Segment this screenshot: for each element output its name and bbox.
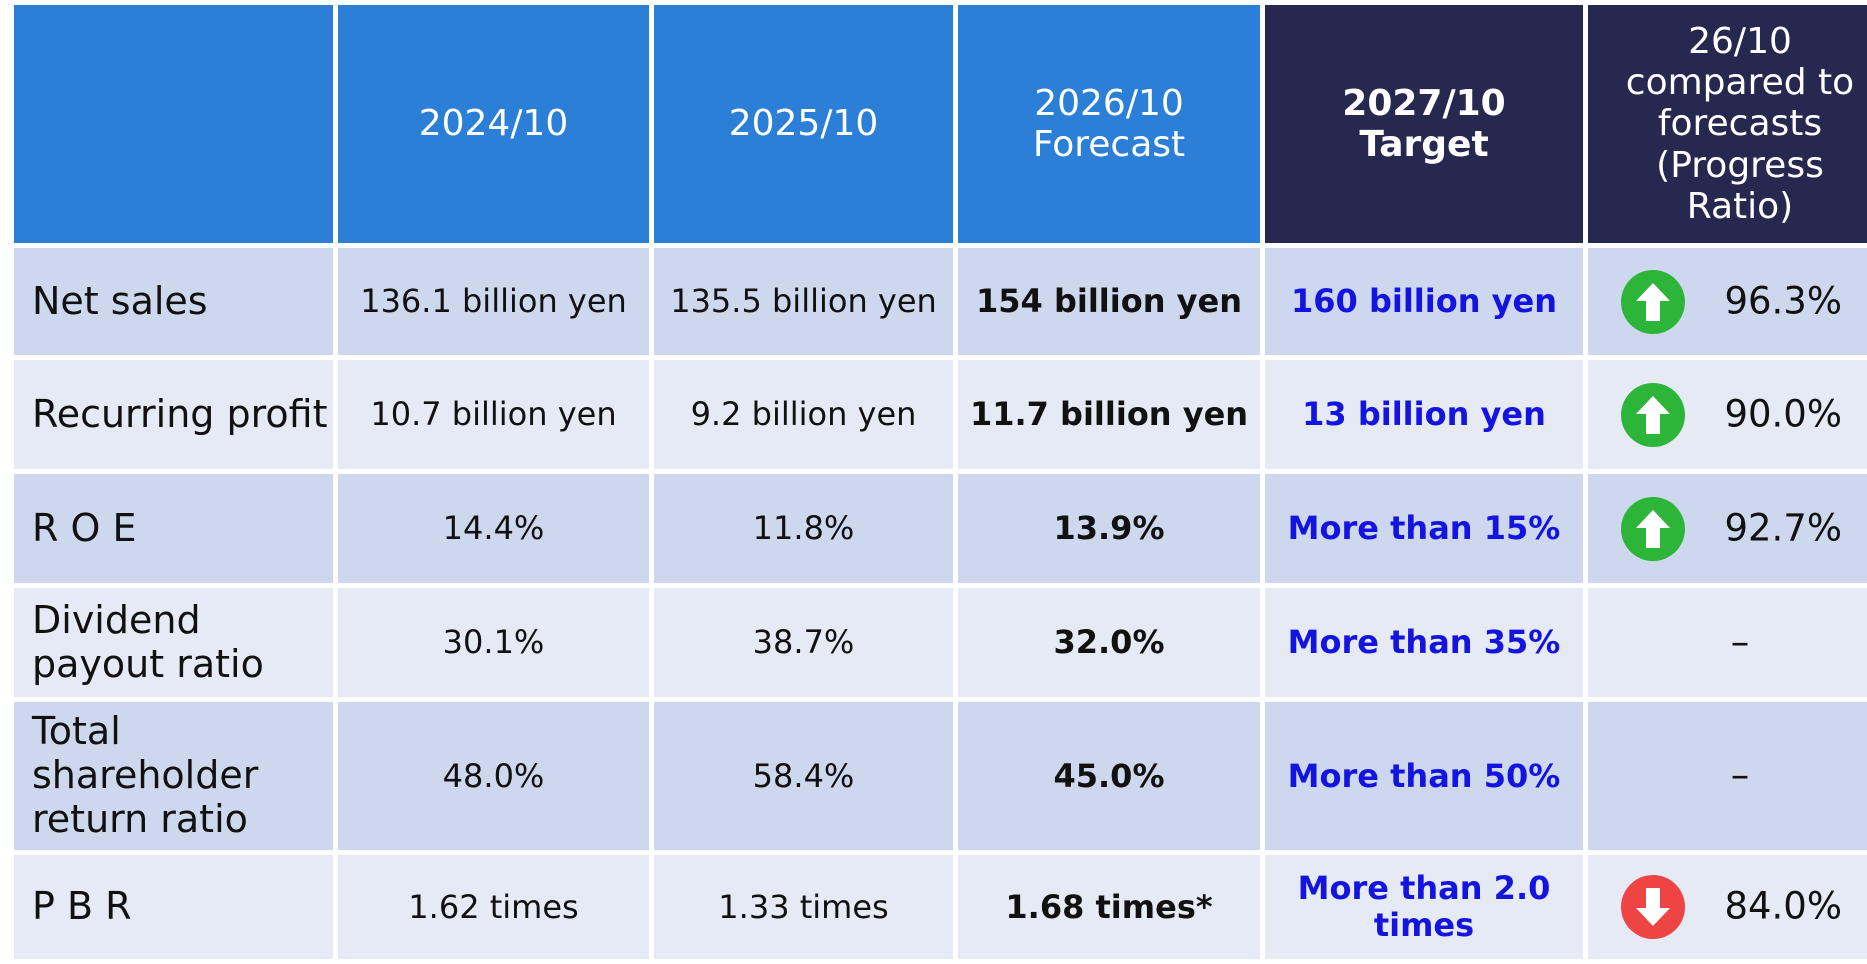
header-row: 2024/10 2025/10 2026/10 Forecast 2027/10 Ta… <box>14 5 1867 243</box>
cell-value: 9.2 billion yen <box>654 360 953 469</box>
progress-cell: 90.0% <box>1588 360 1867 469</box>
row-label: P B R <box>14 855 333 959</box>
cell-value: 58.4% <box>654 702 953 850</box>
cell-value: 11.7 billion yen <box>958 360 1260 469</box>
cell-value: 14.4% <box>338 474 649 583</box>
cell-value: 11.8% <box>654 474 953 583</box>
cell-value: 1.62 times <box>338 855 649 959</box>
progress-value: 84.0% <box>1724 884 1842 928</box>
cell-value: 13.9% <box>958 474 1260 583</box>
progress-icon <box>1621 875 1685 939</box>
cell-value: 160 billion yen <box>1265 248 1583 355</box>
kpi-table: 2024/10 2025/10 2026/10 Forecast 2027/10 Ta… <box>9 0 1867 964</box>
page: 2024/10 2025/10 2026/10 Forecast 2027/10 Ta… <box>14 5 1867 959</box>
progress-cell: – <box>1588 702 1867 850</box>
progress-value: – <box>1730 620 1750 664</box>
progress-icon <box>1621 496 1685 561</box>
column-header: 2024/10 <box>338 5 649 243</box>
cell-value: 1.68 times* <box>958 855 1260 959</box>
row-label: Recurring profit <box>14 360 333 469</box>
cell-value: 32.0% <box>958 588 1260 697</box>
corner-cell <box>14 5 333 243</box>
table-row: Net sales 136.1 billion yen 135.5 billion … <box>14 248 1867 355</box>
table-body: Net sales 136.1 billion yen 135.5 billion … <box>14 248 1867 959</box>
progress-cell: 92.7% <box>1588 474 1867 583</box>
row-label: Dividend payout ratio <box>14 588 333 697</box>
table-row: Recurring profit 10.7 billion yen 9.2 bill… <box>14 360 1867 469</box>
row-label: R O E <box>14 474 333 583</box>
cell-value: More than 50% <box>1265 702 1583 850</box>
progress-icon <box>1621 269 1685 334</box>
table-row: P B R 1.62 times 1.33 times 1.68 times* More… <box>14 855 1867 959</box>
progress-cell: 96.3% <box>1588 248 1867 355</box>
cell-value: 38.7% <box>654 588 953 697</box>
cell-value: 154 billion yen <box>958 248 1260 355</box>
progress-value: – <box>1730 753 1750 797</box>
cell-value: 136.1 billion yen <box>338 248 649 355</box>
column-header: 2027/10 Target <box>1265 5 1583 243</box>
progress-cell: – <box>1588 588 1867 697</box>
table-row: Total shareholder return ratio 48.0% 58.4%… <box>14 702 1867 850</box>
table-row: R O E 14.4% 11.8% 13.9% More than 15% 92.7% <box>14 474 1867 583</box>
column-header: 26/10 compared to forecasts (Progress Ra… <box>1588 5 1867 243</box>
cell-value: 135.5 billion yen <box>654 248 953 355</box>
progress-icon <box>1621 382 1685 447</box>
row-label: Net sales <box>14 248 333 355</box>
row-label: Total shareholder return ratio <box>14 702 333 850</box>
cell-value: More than 15% <box>1265 474 1583 583</box>
column-header: 2026/10 Forecast <box>958 5 1260 243</box>
progress-cell: 84.0% <box>1588 855 1867 959</box>
cell-value: More than 35% <box>1265 588 1583 697</box>
progress-value: 90.0% <box>1724 392 1842 436</box>
cell-value: 30.1% <box>338 588 649 697</box>
cell-value: More than 2.0 times <box>1265 855 1583 959</box>
cell-value: 45.0% <box>958 702 1260 850</box>
cell-value: 48.0% <box>338 702 649 850</box>
cell-value: 10.7 billion yen <box>338 360 649 469</box>
cell-value: 1.33 times <box>654 855 953 959</box>
table-row: Dividend payout ratio 30.1% 38.7% 32.0% More… <box>14 588 1867 697</box>
progress-value: 92.7% <box>1724 506 1842 550</box>
progress-value: 96.3% <box>1724 279 1842 323</box>
cell-value: 13 billion yen <box>1265 360 1583 469</box>
column-header: 2025/10 <box>654 5 953 243</box>
